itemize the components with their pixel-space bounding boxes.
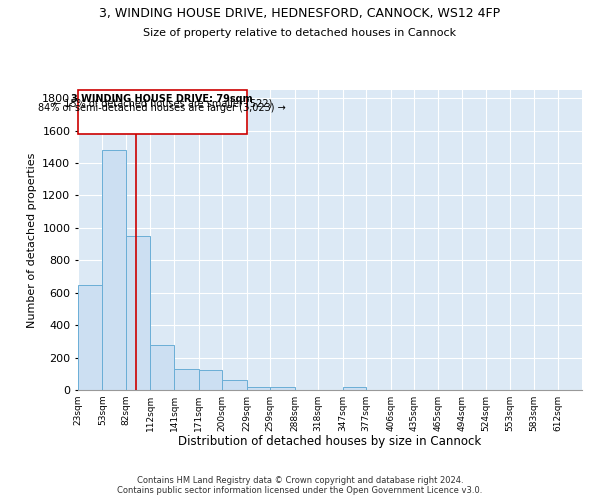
Text: 84% of semi-detached houses are larger (3,023) →: 84% of semi-detached houses are larger (…: [38, 103, 286, 113]
Bar: [222, 380, 247, 390]
Text: 3 WINDING HOUSE DRIVE: 79sqm: 3 WINDING HOUSE DRIVE: 79sqm: [71, 94, 253, 104]
Y-axis label: Number of detached properties: Number of detached properties: [26, 152, 37, 328]
Text: Distribution of detached houses by size in Cannock: Distribution of detached houses by size …: [178, 435, 482, 448]
Bar: [174, 369, 199, 390]
Bar: [151, 346, 174, 390]
Bar: [270, 387, 295, 390]
Text: ← 15% of detached houses are smaller (522): ← 15% of detached houses are smaller (52…: [53, 98, 272, 108]
Bar: [103, 150, 126, 390]
Bar: [199, 370, 222, 390]
Text: 3, WINDING HOUSE DRIVE, HEDNESFORD, CANNOCK, WS12 4FP: 3, WINDING HOUSE DRIVE, HEDNESFORD, CANN…: [100, 8, 500, 20]
Bar: [247, 387, 270, 390]
Bar: [343, 387, 366, 390]
FancyBboxPatch shape: [78, 90, 247, 134]
Text: Contains HM Land Registry data © Crown copyright and database right 2024.
Contai: Contains HM Land Registry data © Crown c…: [118, 476, 482, 495]
Bar: [78, 284, 103, 390]
Text: Size of property relative to detached houses in Cannock: Size of property relative to detached ho…: [143, 28, 457, 38]
Bar: [126, 236, 151, 390]
